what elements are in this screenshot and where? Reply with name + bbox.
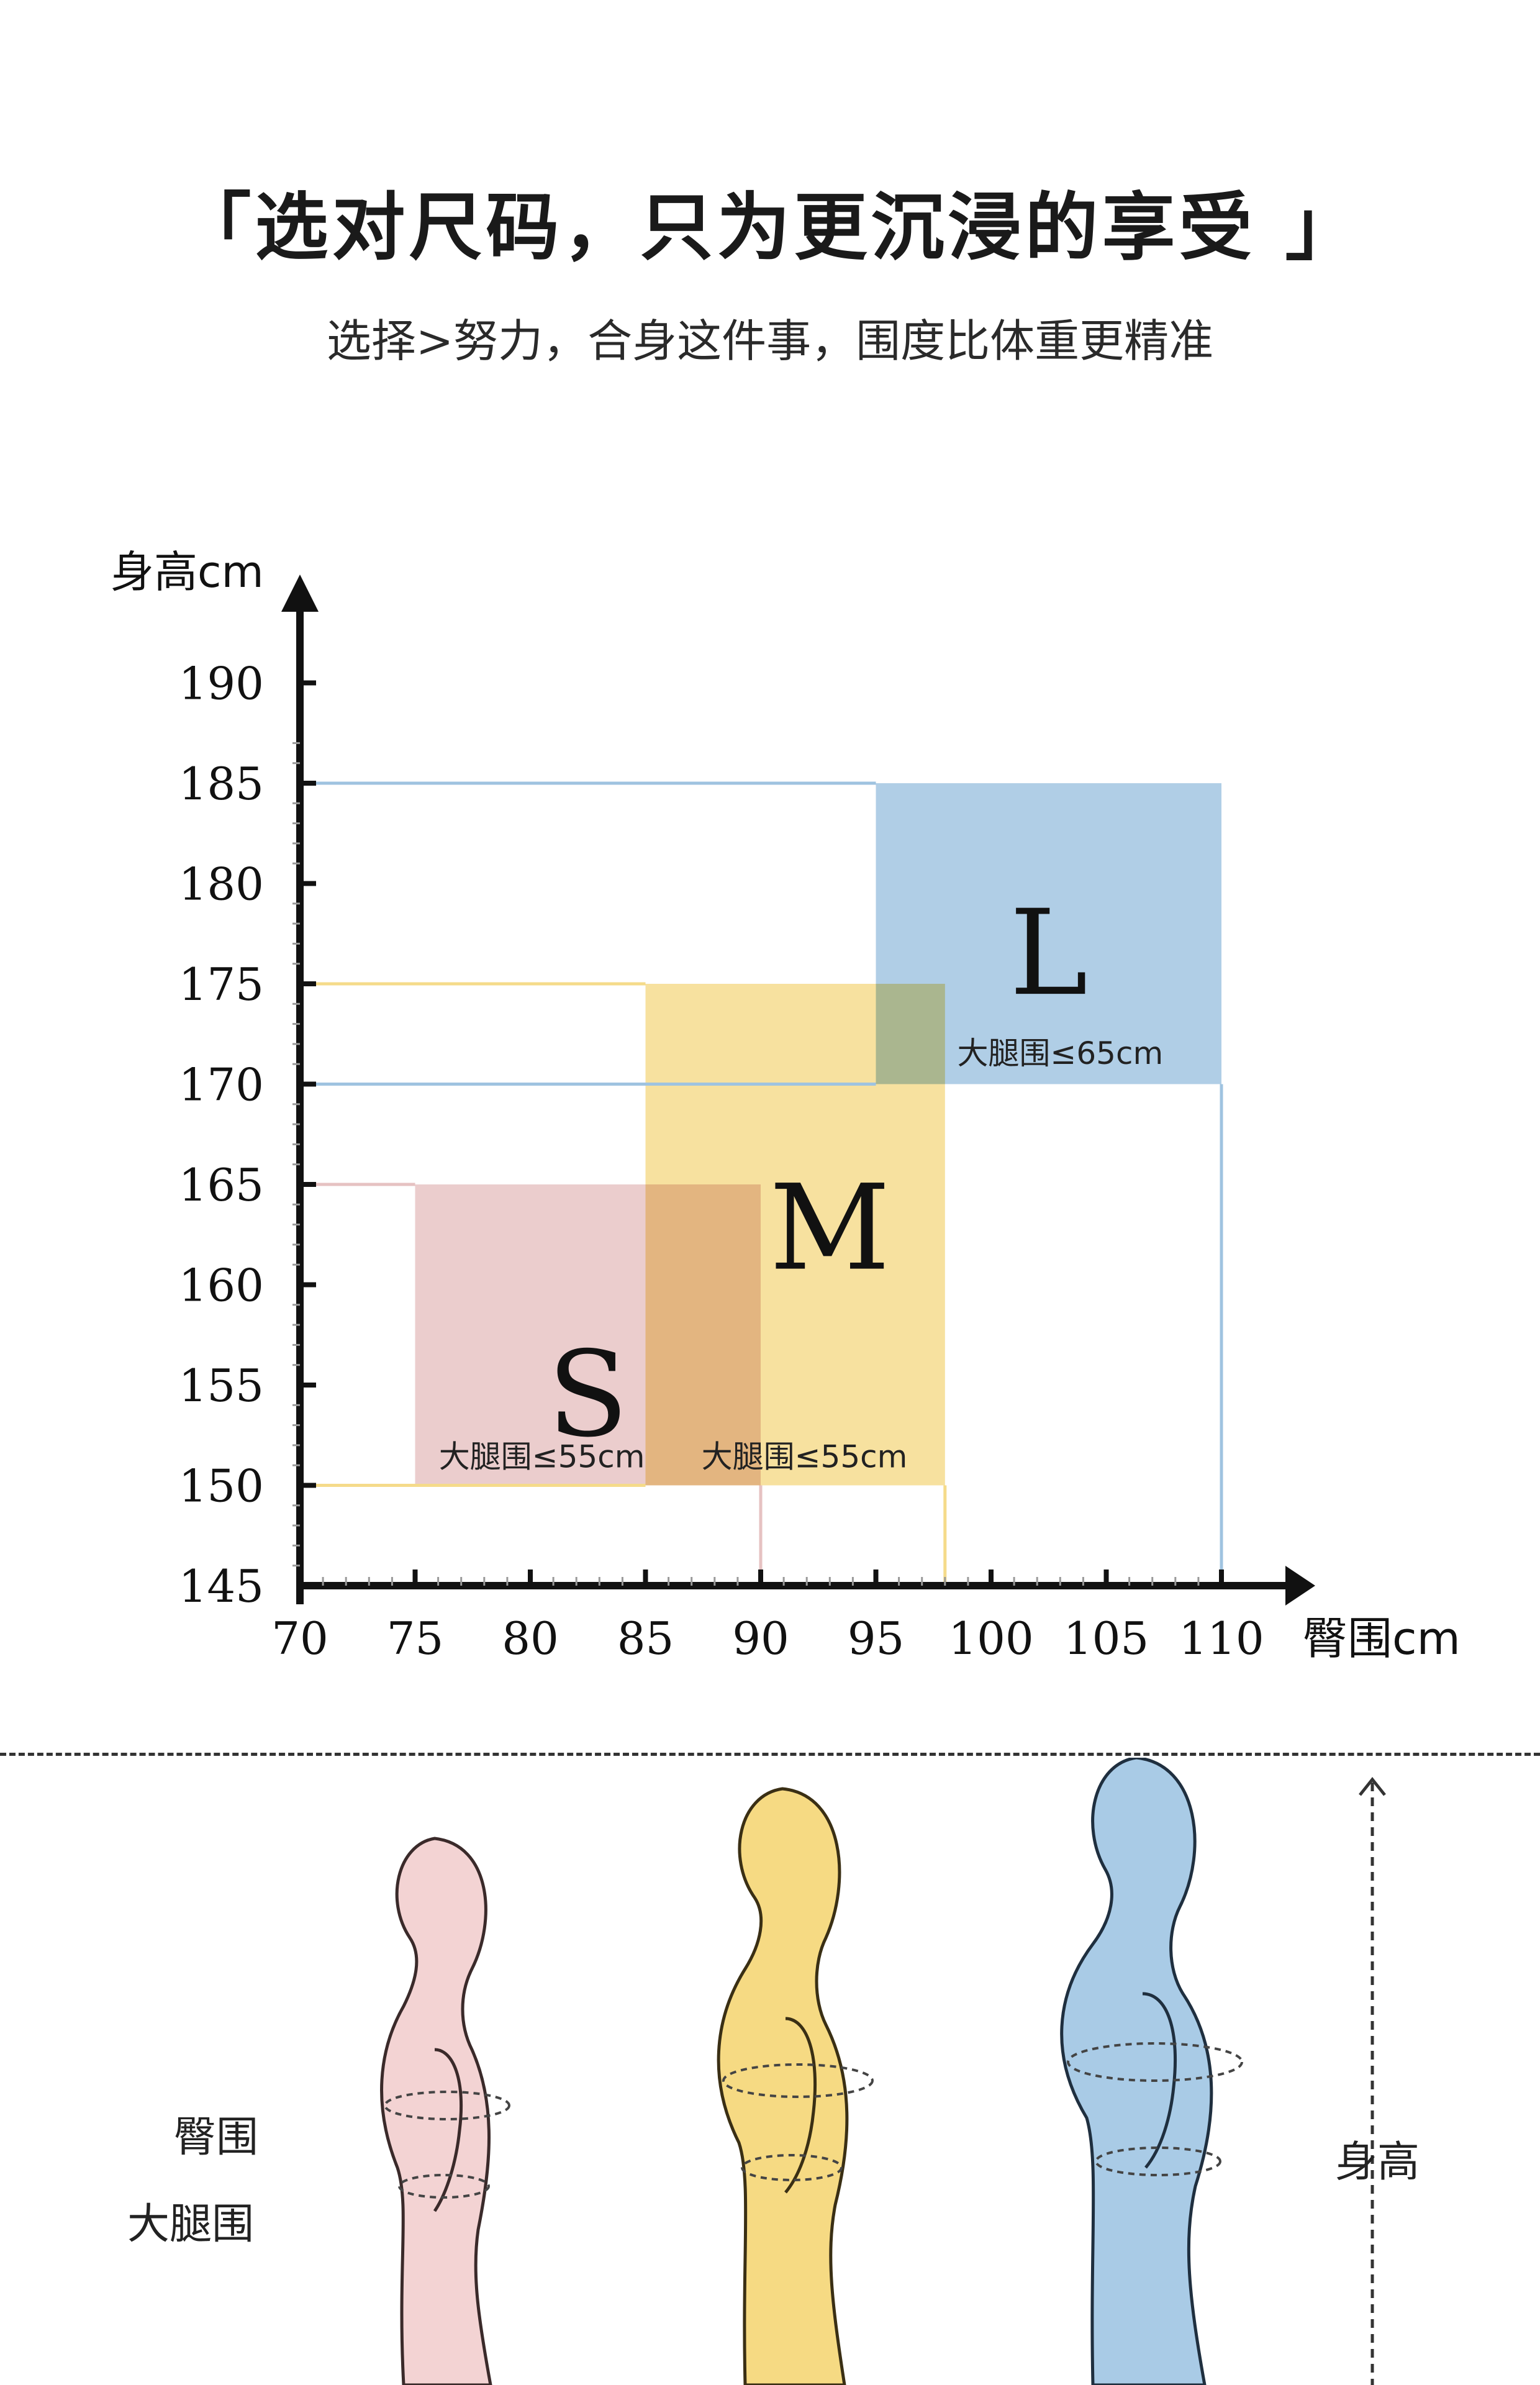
y-tick-label: 145 xyxy=(179,1560,264,1612)
x-axis-arrow-icon xyxy=(1285,1566,1315,1606)
mannequin-m-icon xyxy=(717,1787,874,2385)
size-letter-l: L xyxy=(1010,884,1088,1022)
x-axis-title: 臀围cm xyxy=(1303,1612,1461,1665)
x-tick-label: 70 xyxy=(271,1612,328,1665)
size-letter-m: M xyxy=(769,1160,890,1297)
region-note-m: 大腿围≤55cm xyxy=(702,1438,908,1474)
x-tick-label: 75 xyxy=(387,1612,444,1665)
y-tick-label: 155 xyxy=(179,1360,264,1412)
y-axis-title: 身高cm xyxy=(111,547,264,597)
mannequin-s-icon xyxy=(380,1837,510,2385)
region-note-l: 大腿围≤65cm xyxy=(957,1035,1163,1071)
y-tick-label: 150 xyxy=(179,1460,264,1512)
chart-axes xyxy=(281,575,1315,1606)
x-tick-label: 110 xyxy=(1179,1612,1264,1665)
x-tick-label: 85 xyxy=(617,1612,674,1665)
x-tick-label: 105 xyxy=(1064,1612,1149,1665)
x-tick-label: 80 xyxy=(502,1612,559,1665)
hip-label: 臀围 xyxy=(174,2113,259,2162)
size-regions xyxy=(415,783,1221,1486)
guide-lines xyxy=(300,781,1223,1586)
thigh-label: 大腿围 xyxy=(127,2200,255,2249)
page-subtitle: 选择>努力，合身这件事，围度比体重更精准 xyxy=(326,315,1214,367)
y-axis-arrow-icon xyxy=(281,575,319,612)
y-tick-label: 160 xyxy=(179,1260,264,1312)
height-arrow-icon xyxy=(1359,1776,1386,2385)
section-divider xyxy=(0,1753,1540,1756)
x-tick-label: 95 xyxy=(848,1612,905,1665)
y-tick-label: 180 xyxy=(179,858,264,911)
y-tick-label: 165 xyxy=(179,1159,264,1211)
x-tick-label: 100 xyxy=(948,1612,1033,1665)
y-tick-label: 175 xyxy=(179,958,264,1011)
body-figures xyxy=(380,1758,1386,2385)
chart-labels: S大腿围≤55cmM大腿围≤55cmL大腿围≤65cm1451501551601… xyxy=(111,547,1461,1665)
y-tick-label: 185 xyxy=(179,758,264,810)
size-letter-s: S xyxy=(548,1326,628,1463)
x-tick-label: 90 xyxy=(732,1612,789,1665)
y-tick-label: 190 xyxy=(179,658,264,710)
y-tick-label: 170 xyxy=(179,1059,264,1111)
size-chart: S大腿围≤55cmM大腿围≤55cmL大腿围≤65cm1451501551601… xyxy=(111,547,1461,1665)
height-label: 身高 xyxy=(1335,2138,1420,2187)
region-l xyxy=(876,783,1221,1084)
mannequin-l-icon xyxy=(1060,1758,1243,2385)
region-note-s: 大腿围≤55cm xyxy=(439,1438,645,1474)
page-title: 「选对尺码，只为更沉浸的享受 」 xyxy=(178,184,1362,270)
